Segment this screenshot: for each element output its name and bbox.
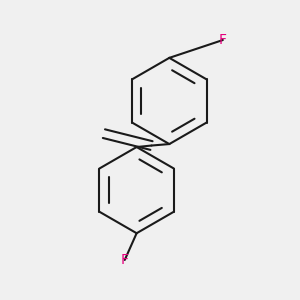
Text: F: F [219,33,227,47]
Text: F: F [121,253,129,267]
